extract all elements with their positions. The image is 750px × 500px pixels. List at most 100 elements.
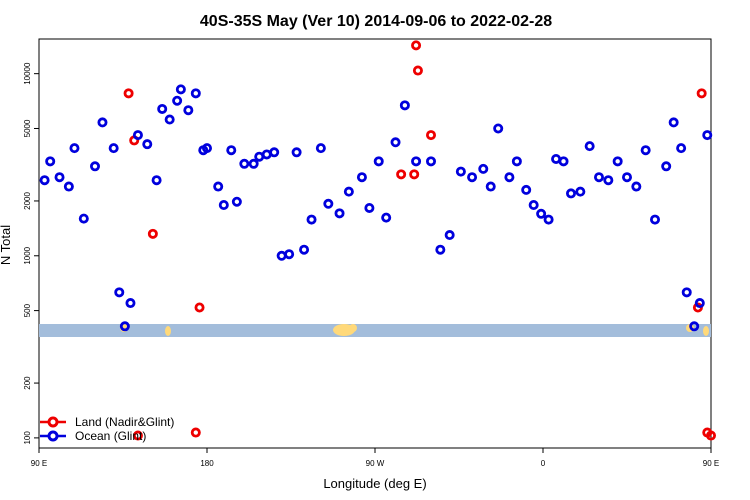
ocean-point xyxy=(248,158,259,169)
land-point xyxy=(194,302,205,313)
ocean-point xyxy=(543,214,554,225)
land-point xyxy=(190,427,201,438)
land-point xyxy=(411,40,422,51)
legend-ocean-marker xyxy=(47,430,59,442)
ocean-point xyxy=(201,143,212,154)
ocean-point xyxy=(558,156,569,167)
ocean-point xyxy=(284,249,295,260)
ocean-point xyxy=(97,117,108,128)
ocean-point xyxy=(622,172,633,183)
ocean-point xyxy=(702,130,713,141)
x-tick-label: 90 W xyxy=(366,459,385,468)
ocean-point xyxy=(183,105,194,116)
ocean-point xyxy=(631,181,642,192)
ocean-point xyxy=(425,156,436,167)
ocean-point xyxy=(119,321,130,332)
ocean-point xyxy=(467,172,478,183)
map-land-shape xyxy=(349,324,357,332)
ocean-point xyxy=(291,147,302,158)
land-point xyxy=(706,430,717,441)
ocean-point xyxy=(190,88,201,99)
ocean-point xyxy=(108,143,119,154)
map-land-shape xyxy=(165,326,171,336)
land-point xyxy=(123,88,134,99)
ocean-point xyxy=(39,175,50,186)
chart-title: 40S-35S May (Ver 10) 2014-09-06 to 2022-… xyxy=(200,13,552,30)
legend: Land (Nadir&Glint) Ocean (Glint) xyxy=(40,415,174,443)
ocean-point xyxy=(528,200,539,211)
ocean-point xyxy=(299,244,310,255)
ocean-point xyxy=(78,213,89,224)
land-point xyxy=(696,88,707,99)
ocean-point xyxy=(157,103,168,114)
ocean-point xyxy=(521,184,532,195)
ocean-point xyxy=(218,200,229,211)
ocean-point xyxy=(226,145,237,156)
ocean-point xyxy=(164,114,175,125)
y-axis-label: N Total xyxy=(0,225,13,265)
x-tick-label: 90 E xyxy=(703,459,719,468)
ocean-point xyxy=(694,298,705,309)
ocean-point xyxy=(603,175,614,186)
ocean-point xyxy=(511,156,522,167)
ocean-point xyxy=(399,100,410,111)
ocean-point xyxy=(306,214,317,225)
legend-land-marker xyxy=(47,416,59,428)
map-land-shape xyxy=(703,326,709,336)
ocean-point xyxy=(364,202,375,213)
y-axis: 100 200 500 1000 2000 5000 10000 xyxy=(23,62,39,445)
ocean-point xyxy=(114,287,125,298)
x-tick-label: 180 xyxy=(200,459,214,468)
ocean-point xyxy=(90,161,101,172)
plot-frame xyxy=(38,38,712,449)
ocean-point xyxy=(566,188,577,199)
y-tick-label: 500 xyxy=(23,303,32,317)
ocean-point xyxy=(269,147,280,158)
ocean-point xyxy=(142,139,153,150)
ocean-point xyxy=(493,123,504,134)
ocean-point xyxy=(594,172,605,183)
ocean-point xyxy=(390,137,401,148)
legend-land-label: Land (Nadir&Glint) xyxy=(75,415,174,429)
y-tick-label: 200 xyxy=(23,376,32,390)
y-tick-label: 2000 xyxy=(23,192,32,210)
ocean-point xyxy=(151,175,162,186)
data-points xyxy=(39,40,717,441)
ocean-point xyxy=(175,84,186,95)
ocean-point xyxy=(334,208,345,219)
ocean-point xyxy=(575,186,586,197)
ocean-point xyxy=(45,156,56,167)
ocean-point xyxy=(504,172,515,183)
ocean-point xyxy=(455,166,466,177)
ocean-point xyxy=(276,250,287,261)
x-axis-label: Longitude (deg E) xyxy=(323,476,426,491)
x-tick-label: 90 E xyxy=(31,459,47,468)
ocean-point xyxy=(172,95,183,106)
ocean-point xyxy=(231,196,242,207)
y-tick-label: 5000 xyxy=(23,119,32,137)
ocean-point xyxy=(356,172,367,183)
ocean-point xyxy=(612,156,623,167)
ocean-point xyxy=(213,181,224,192)
ocean-point xyxy=(485,181,496,192)
ocean-point xyxy=(668,117,679,128)
land-point xyxy=(132,430,143,441)
ocean-point xyxy=(650,214,661,225)
ocean-point xyxy=(323,198,334,209)
y-tick-label: 10000 xyxy=(23,62,32,85)
ocean-point xyxy=(584,141,595,152)
x-axis: 90 E 180 90 W 0 90 E xyxy=(31,448,719,468)
ocean-point xyxy=(411,156,422,167)
ocean-point xyxy=(640,145,651,156)
ocean-point xyxy=(381,212,392,223)
ocean-point xyxy=(435,244,446,255)
ocean-point xyxy=(69,143,80,154)
ocean-point xyxy=(444,230,455,241)
ocean-point xyxy=(132,130,143,141)
ocean-point xyxy=(373,156,384,167)
ocean-point xyxy=(125,298,136,309)
ocean-point xyxy=(54,172,65,183)
y-tick-label: 100 xyxy=(23,431,32,445)
land-point xyxy=(412,65,423,76)
